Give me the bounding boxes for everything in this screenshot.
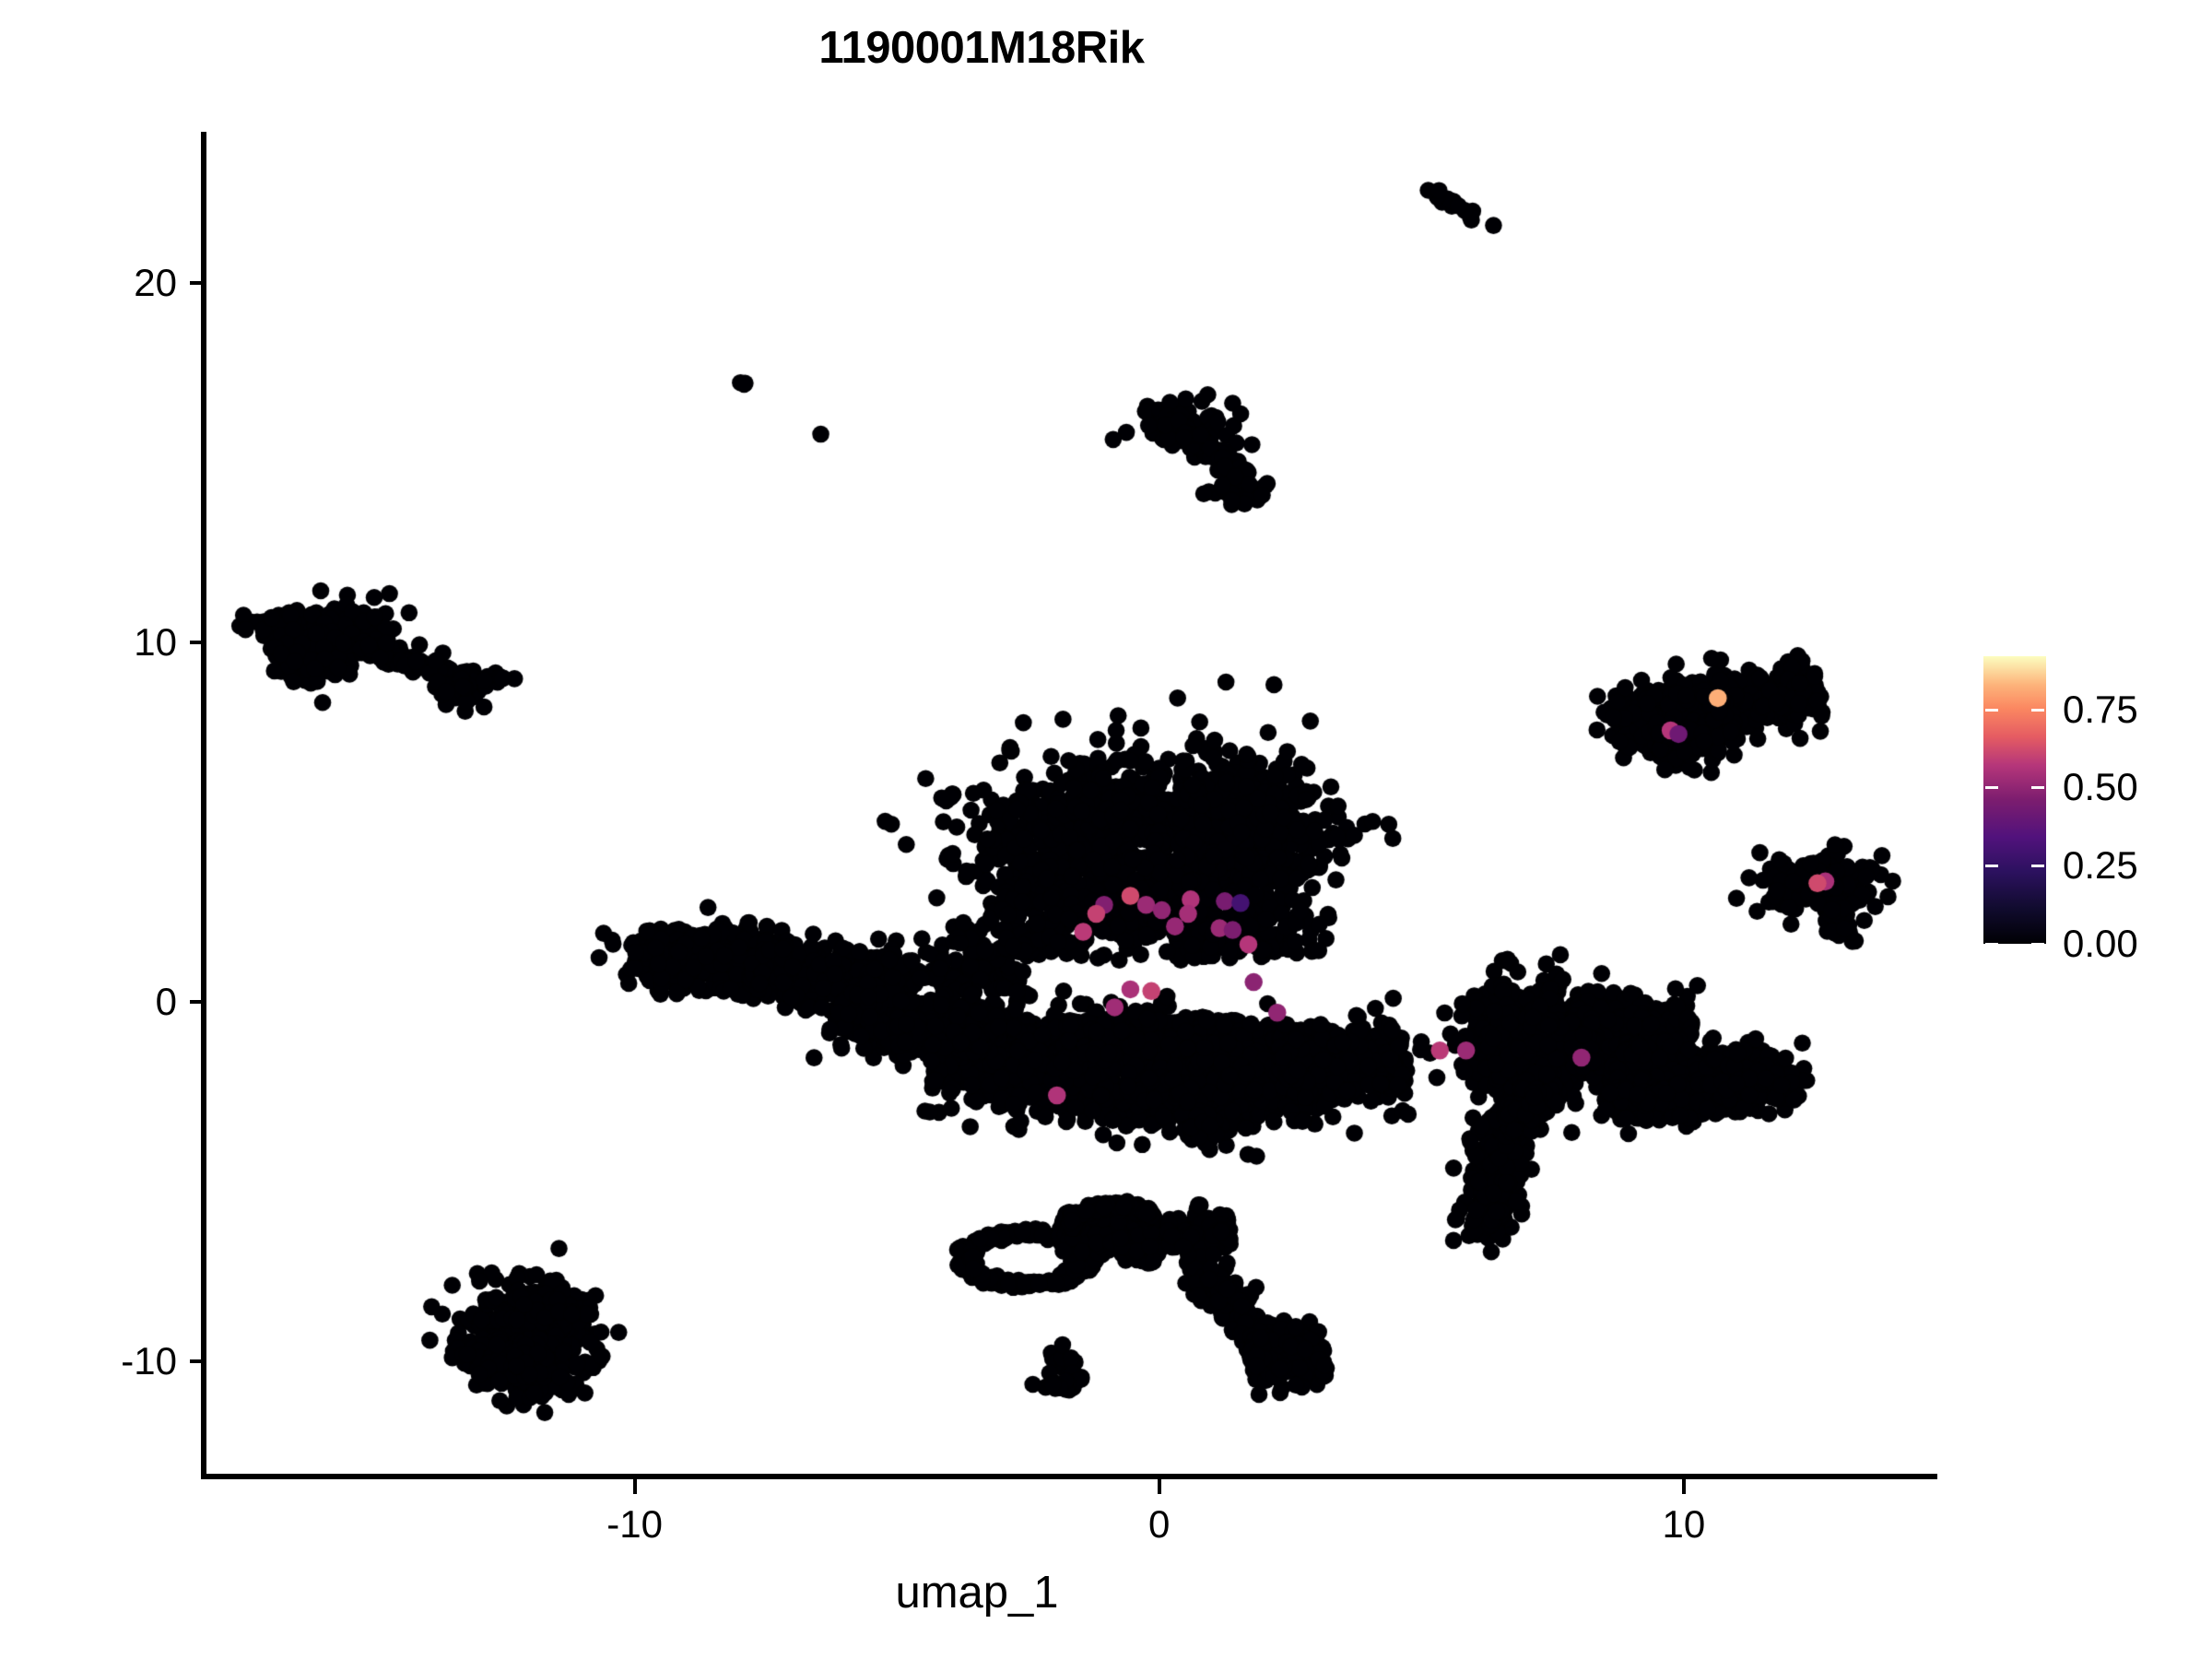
x-tick-mark — [632, 1479, 637, 1494]
colorbar-tick-label: 0.25 — [2063, 843, 2138, 888]
y-tick-label: 10 — [134, 619, 177, 664]
x-tick-mark — [1681, 1479, 1686, 1494]
page-title: 1190001M18Rik — [818, 23, 1145, 73]
x-tick-label: 0 — [1148, 1502, 1171, 1546]
x-tick-label: 10 — [1662, 1502, 1706, 1546]
y-tick-label: -10 — [121, 1339, 177, 1383]
y-tick-label: 0 — [155, 980, 177, 1024]
x-axis-title: umap_1 — [895, 1568, 1059, 1618]
scatter-plot-canvas — [205, 132, 1936, 1477]
colorbar-legend: 0.00 0.25 0.50 0.75 — [1983, 656, 2195, 965]
colorbar-tick-label: 0.75 — [2063, 687, 2138, 731]
x-tick-mark — [1157, 1479, 1161, 1494]
y-tick-mark — [190, 280, 205, 285]
y-tick-mark — [190, 640, 205, 644]
colorbar-gradient — [1983, 656, 2046, 944]
colorbar-tick-label: 0.50 — [2063, 765, 2138, 809]
y-tick-mark — [190, 1000, 205, 1005]
y-tick-label: 20 — [134, 260, 177, 304]
y-tick-mark — [190, 1359, 205, 1364]
y-axis-line — [201, 132, 206, 1479]
colorbar-tick-label: 0.00 — [2063, 922, 2138, 965]
plot-panel — [205, 132, 1936, 1477]
x-axis-line — [201, 1474, 1937, 1479]
x-tick-label: -10 — [606, 1502, 663, 1546]
